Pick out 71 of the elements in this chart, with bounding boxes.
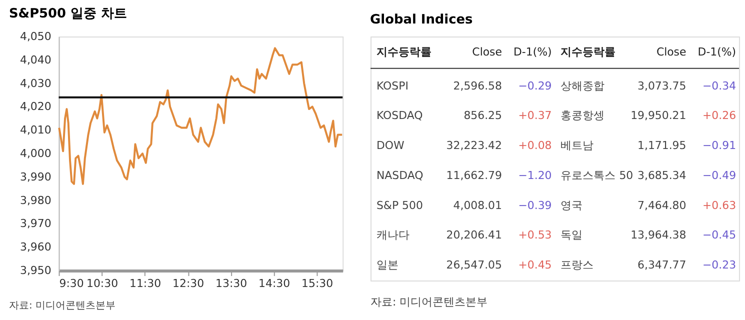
text: NASDAQ [376, 168, 424, 182]
text: +0.53 [518, 228, 552, 242]
text: 자료: 미디어콘텐츠본부 [8, 300, 116, 312]
text: 영국 [560, 198, 583, 212]
y-tick-label: 4,050 [20, 30, 52, 43]
y-tick-label: 3,950 [20, 264, 52, 278]
line-series [58, 47, 344, 185]
text: 상해종합 [560, 79, 605, 92]
text: +0.37 [518, 109, 552, 122]
text: Global Indices [370, 12, 474, 28]
text: −0.45 [702, 228, 736, 242]
text: +0.26 [702, 109, 736, 122]
chart-title: S&P500 일중 차트 [8, 6, 128, 22]
text: 6,347.77 [638, 258, 686, 272]
text: D-1(%) [698, 45, 736, 58]
text: 1,171.95 [638, 139, 686, 152]
text: Close [656, 45, 687, 58]
text: 자료: 미디어콘텐츠본부 [370, 295, 488, 308]
text: −0.23 [702, 258, 736, 272]
text: 3,073.75 [638, 79, 686, 92]
text: 캐나다 [376, 228, 410, 242]
text: D-1(%) [514, 45, 552, 58]
text: −0.91 [702, 139, 736, 152]
text: −0.49 [702, 168, 736, 182]
x-tick-label: 13:30 [216, 276, 248, 290]
text: +0.63 [702, 198, 736, 212]
y-tick-label: 4,010 [20, 124, 52, 137]
y-tick-label: 3,990 [20, 170, 52, 184]
text: KOSPI [376, 79, 408, 92]
text: DOW [376, 139, 405, 152]
y-tick-label: 4,020 [20, 100, 52, 114]
text: +0.45 [518, 258, 552, 272]
x-tick-label: 12:30 [172, 276, 204, 290]
text: 3,685.34 [638, 168, 686, 182]
text: 7,464.80 [638, 198, 686, 212]
text: 독일 [560, 228, 583, 242]
text: −0.29 [518, 79, 552, 92]
text: S&P 500 [376, 198, 423, 212]
y-tick-label: 4,030 [20, 76, 52, 90]
text: +0.08 [518, 139, 552, 152]
text: 4,008.01 [453, 198, 502, 212]
text: 유로스톡스 50 [560, 168, 634, 182]
y-tick-label: 3,960 [20, 240, 52, 254]
y-tick-label: 3,980 [20, 194, 52, 207]
y-tick-label: 3,970 [20, 217, 52, 230]
x-tick-label: 14:30 [258, 276, 290, 290]
y-tick-label: 4,040 [20, 53, 52, 66]
text: Close [472, 45, 502, 58]
text: 26,547.05 [446, 258, 502, 272]
text: 19,950.21 [630, 109, 686, 122]
text: −1.20 [518, 168, 552, 182]
x-tick-label: 15:30 [302, 276, 334, 290]
y-tick-label: 4,000 [20, 147, 52, 160]
text: 11,662.79 [446, 168, 502, 182]
text: 856.25 [464, 109, 502, 122]
text: 20,206.41 [446, 228, 502, 242]
text: 프랑스 [560, 258, 594, 272]
text: 13,964.38 [630, 228, 686, 242]
text: 베트남 [560, 139, 594, 152]
text: 홍콩항셍 [560, 109, 605, 122]
x-tick-label: 11:30 [130, 276, 162, 290]
x-tick-label: 10:30 [86, 276, 118, 290]
text: 지수등락률 [560, 45, 616, 58]
text: KOSDAQ [376, 109, 423, 122]
x-tick-label: 9:30 [59, 276, 84, 290]
text: −0.39 [518, 198, 552, 212]
text: −0.34 [702, 79, 736, 92]
text: 일본 [376, 258, 398, 272]
text: 32,223.42 [446, 139, 502, 152]
text: 지수등락률 [375, 45, 432, 58]
text: 2,596.58 [453, 79, 502, 92]
